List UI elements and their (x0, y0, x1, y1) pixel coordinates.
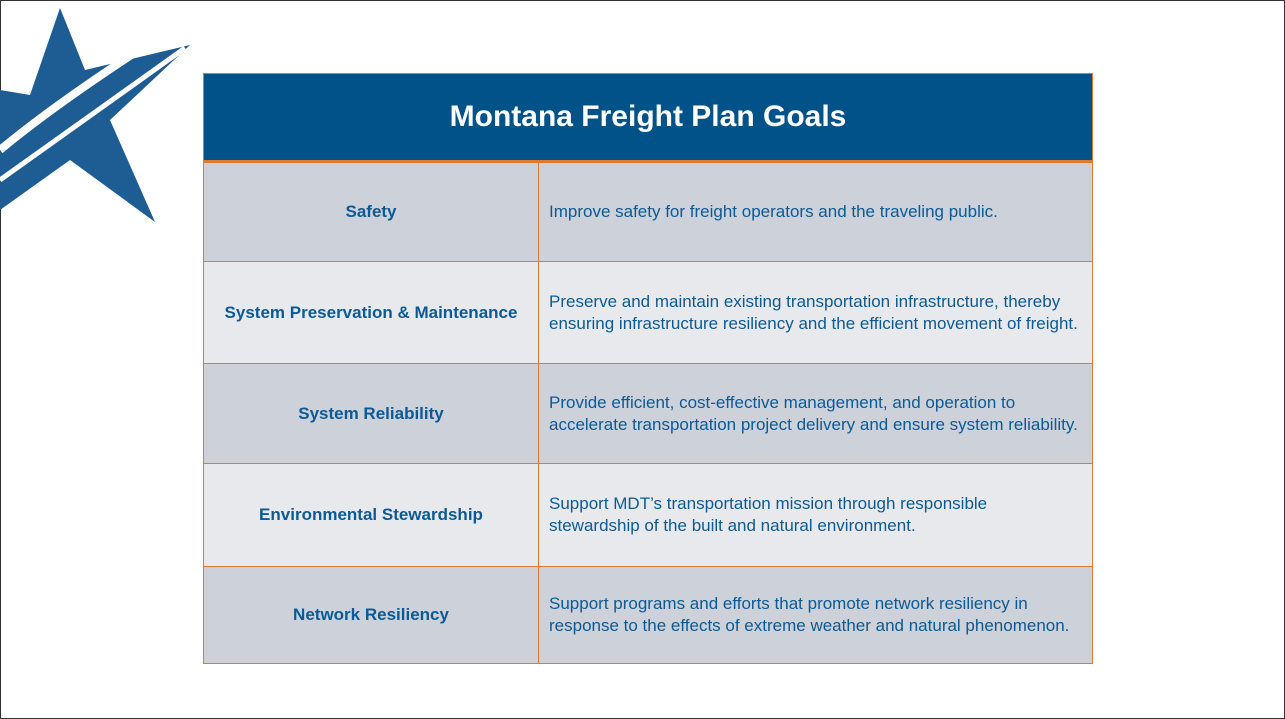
goal-description: Improve safety for freight operators and… (538, 161, 1093, 262)
goal-name: Environmental Stewardship (203, 463, 539, 567)
goal-description: Support programs and efforts that promot… (538, 566, 1093, 664)
table-row: Network Resiliency Support programs and e… (203, 566, 1093, 664)
goal-description: Provide efficient, cost-effective manage… (538, 363, 1093, 464)
table-title: Montana Freight Plan Goals (203, 73, 1093, 163)
table-row: Safety Improve safety for freight operato… (203, 161, 1093, 262)
goal-name: System Preservation & Maintenance (203, 261, 539, 364)
table-row: System Reliability Provide efficient, cos… (203, 363, 1093, 464)
goal-name: Safety (203, 161, 539, 262)
goal-description: Support MDT’s transportation mission thr… (538, 463, 1093, 567)
table-row: Environmental Stewardship Support MDT’s t… (203, 463, 1093, 567)
goals-table: Montana Freight Plan Goals Safety Improve… (203, 73, 1093, 664)
goal-name: System Reliability (203, 363, 539, 464)
goal-description: Preserve and maintain existing transport… (538, 261, 1093, 364)
goal-name: Network Resiliency (203, 566, 539, 664)
table-row: System Preservation & Maintenance Preserv… (203, 261, 1093, 364)
logo (0, 8, 190, 222)
